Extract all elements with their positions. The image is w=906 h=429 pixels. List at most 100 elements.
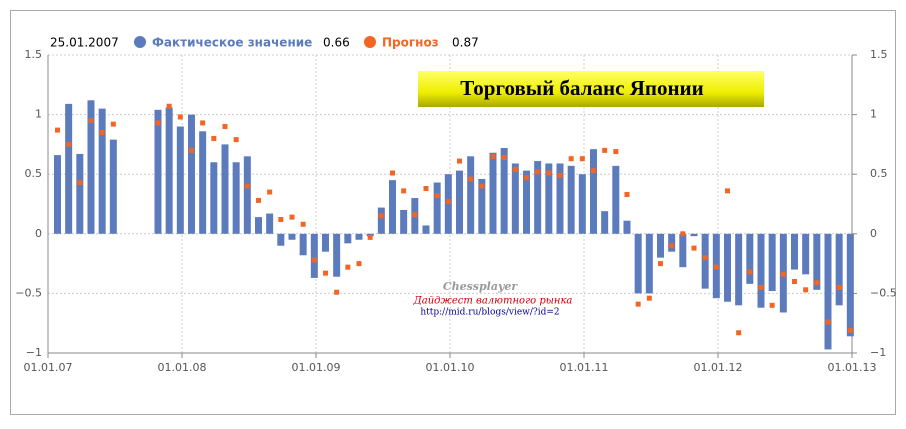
- header-value: 0.87: [452, 36, 479, 50]
- forecast-marker: [512, 166, 518, 172]
- bar: [567, 165, 575, 234]
- bar: [65, 103, 73, 234]
- bar: [802, 233, 810, 275]
- y2-tick-label: 1: [870, 108, 877, 121]
- bar: [489, 152, 497, 234]
- y2-tick-label: 0: [870, 227, 877, 240]
- forecast-marker: [836, 284, 842, 290]
- forecast-marker: [378, 213, 384, 219]
- bar: [299, 233, 307, 256]
- forecast-marker: [88, 118, 94, 124]
- x-tick-label: 01.01.08: [158, 361, 207, 374]
- forecast-marker: [345, 264, 351, 270]
- forecast-marker: [691, 245, 697, 251]
- bar: [690, 233, 698, 237]
- legend-label: Прогноз: [382, 36, 439, 50]
- forecast-marker: [99, 129, 105, 135]
- forecast-marker: [613, 149, 619, 155]
- forecast-marker: [602, 147, 608, 153]
- bar: [679, 233, 687, 268]
- bar: [243, 156, 251, 234]
- forecast-marker: [803, 287, 809, 293]
- bar: [645, 233, 653, 294]
- bar: [511, 163, 519, 234]
- bar: [400, 209, 408, 234]
- forecast-marker: [523, 175, 529, 181]
- forecast-marker: [77, 180, 83, 186]
- bar: [165, 107, 173, 234]
- forecast-marker: [624, 191, 630, 197]
- bar: [668, 233, 676, 252]
- watermark: http://mid.ru/blogs/view/?id=2: [420, 308, 559, 318]
- forecast-marker: [255, 197, 261, 203]
- bar: [601, 211, 609, 234]
- bar: [355, 233, 363, 240]
- bar: [835, 233, 843, 306]
- bar: [344, 233, 352, 244]
- legend-swatch: [364, 36, 376, 48]
- forecast-marker: [847, 327, 853, 333]
- forecast-marker: [468, 176, 474, 182]
- x-tick-label: 01.01.12: [694, 361, 743, 374]
- x-tick-label: 01.01.07: [24, 361, 73, 374]
- forecast-marker: [657, 261, 663, 267]
- bar: [98, 108, 106, 234]
- forecast-marker: [423, 186, 429, 192]
- x-tick-label: 01.01.10: [426, 361, 475, 374]
- forecast-marker: [736, 330, 742, 336]
- forecast-marker: [311, 257, 317, 263]
- forecast-marker: [166, 103, 172, 109]
- forecast-marker: [635, 301, 641, 307]
- forecast-marker: [434, 193, 440, 199]
- header-value: 0.66: [323, 36, 350, 50]
- y-tick-label: 0.5: [25, 167, 43, 180]
- bar: [824, 233, 832, 350]
- y2-tick-label: 1.5: [870, 48, 888, 61]
- watermark: Chessplayer: [443, 280, 519, 293]
- bar: [578, 174, 586, 234]
- y2-tick-label: 0.5: [870, 167, 888, 180]
- watermark: Дайджест валютного рынка: [413, 296, 573, 307]
- bar: [735, 233, 743, 306]
- bar: [422, 225, 430, 234]
- forecast-marker: [233, 137, 239, 143]
- forecast-marker: [814, 280, 820, 286]
- forecast-marker: [322, 270, 328, 276]
- header-date: 25.01.2007: [50, 36, 119, 50]
- y2-tick-label: −0.5: [870, 286, 897, 299]
- forecast-marker: [825, 319, 831, 325]
- forecast-marker: [177, 114, 183, 120]
- forecast-marker: [389, 170, 395, 176]
- forecast-marker: [702, 255, 708, 261]
- forecast-marker: [155, 120, 161, 126]
- bar: [388, 180, 396, 234]
- y-tick-label: 1: [35, 108, 42, 121]
- bar: [455, 170, 463, 234]
- forecast-marker: [334, 289, 340, 295]
- bar: [433, 182, 441, 234]
- bar: [500, 147, 508, 234]
- bar: [723, 233, 731, 302]
- bar: [534, 161, 542, 234]
- forecast-marker: [278, 216, 284, 222]
- bar: [634, 233, 642, 294]
- bar: [377, 207, 385, 234]
- bar: [154, 109, 162, 234]
- y-tick-label: −0.5: [15, 286, 42, 299]
- bar: [746, 233, 754, 284]
- bar: [109, 139, 117, 234]
- bar: [199, 131, 207, 234]
- forecast-marker: [267, 189, 273, 195]
- bar: [87, 100, 95, 234]
- bar: [321, 233, 329, 252]
- y-tick-label: −1: [26, 346, 42, 359]
- forecast-marker: [66, 141, 72, 147]
- bar: [701, 233, 709, 289]
- bar: [333, 233, 341, 277]
- x-tick-label: 01.01.13: [828, 361, 877, 374]
- forecast-marker: [367, 234, 373, 240]
- bar: [522, 170, 530, 234]
- forecast-marker: [401, 188, 407, 194]
- y-tick-label: 0: [35, 227, 42, 240]
- bar: [288, 233, 296, 240]
